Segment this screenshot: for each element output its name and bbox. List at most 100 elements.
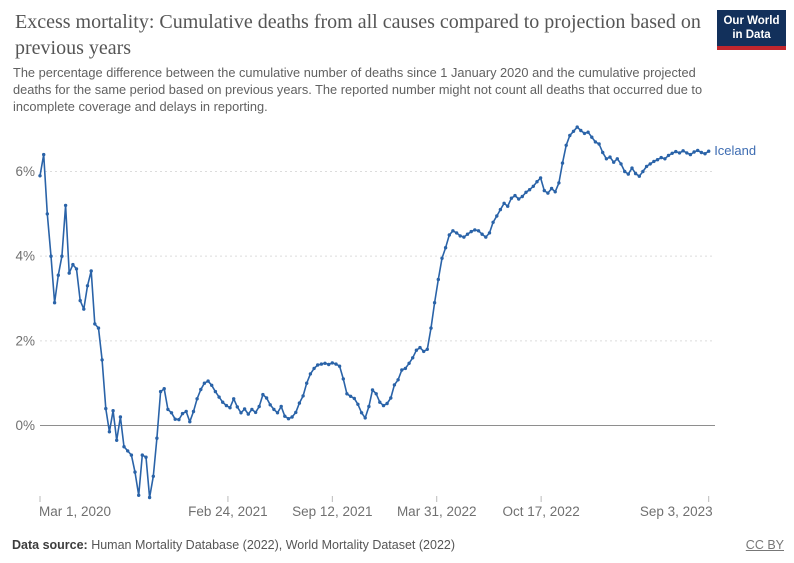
data-point-marker [681, 149, 685, 153]
chart-footer: Data source: Human Mortality Database (2… [12, 537, 784, 553]
data-point-marker [637, 174, 641, 178]
data-point-marker [517, 197, 521, 201]
data-point-marker [674, 149, 678, 154]
data-point-marker [480, 232, 484, 236]
data-point-marker [348, 394, 353, 398]
y-axis-labels: 0% 2% 4% 6% [15, 164, 35, 433]
iceland-series-label: Iceland [714, 143, 756, 158]
data-point-marker [495, 214, 499, 218]
data-point-marker [425, 347, 429, 351]
data-point-marker [699, 150, 704, 155]
data-point-marker [137, 493, 141, 497]
data-point-marker [696, 148, 700, 153]
data-point-marker [396, 378, 400, 382]
data-point-marker [60, 254, 64, 258]
data-point-marker [685, 151, 689, 155]
data-point-marker [85, 284, 90, 288]
data-point-marker [93, 322, 97, 326]
data-point-marker [411, 356, 415, 360]
data-point-marker [473, 228, 477, 232]
data-point-marker [180, 411, 185, 416]
data-point-marker [261, 392, 265, 397]
series-iceland[interactable] [38, 125, 711, 500]
data-point-marker [250, 407, 254, 412]
data-point-marker [630, 166, 634, 170]
data-point-marker [407, 361, 411, 365]
data-point-marker [140, 453, 144, 457]
data-point-marker [42, 152, 46, 157]
data-point-marker [579, 128, 583, 133]
data-point-marker [210, 383, 214, 387]
data-point-marker [670, 151, 674, 155]
owid-logo[interactable]: Our World in Data [717, 10, 786, 50]
data-point-marker [568, 133, 572, 138]
y-tick-label: 6% [15, 164, 35, 179]
data-point-marker [707, 149, 711, 153]
data-point-marker [319, 362, 324, 366]
data-point-marker [268, 403, 272, 407]
data-point-marker [169, 411, 174, 415]
data-point-marker [615, 157, 619, 161]
data-point-marker [359, 411, 364, 415]
data-point-marker [56, 273, 60, 277]
data-point-marker [217, 395, 221, 399]
data-point-marker [301, 394, 305, 398]
data-point-marker [666, 153, 671, 158]
data-point-marker [188, 420, 192, 424]
data-point-marker [623, 169, 627, 174]
data-point-marker [352, 396, 356, 401]
data-point-marker [232, 397, 236, 401]
data-point-marker [381, 403, 386, 408]
chart-subtitle: The percentage difference between the cu… [13, 65, 703, 114]
data-point-marker [582, 131, 587, 136]
data-point-marker [641, 169, 645, 174]
data-point-marker [374, 392, 378, 396]
data-source-label: Data source: [12, 538, 88, 552]
data-point-marker [491, 220, 495, 224]
data-point-marker [619, 162, 623, 166]
data-point-marker [71, 262, 75, 267]
data-point-marker [389, 396, 393, 400]
data-point-marker [465, 232, 470, 236]
data-point-marker [538, 176, 543, 180]
data-point-marker [195, 397, 199, 401]
data-point-marker [147, 495, 152, 500]
data-point-marker [213, 389, 218, 394]
data-point-marker [553, 190, 557, 194]
data-point-marker [272, 407, 276, 412]
data-point-marker [367, 404, 371, 409]
data-point-marker [597, 142, 601, 146]
license-link[interactable]: CC BY [745, 538, 784, 552]
data-point-marker [549, 186, 554, 191]
data-point-marker [45, 212, 49, 216]
data-point-marker [560, 161, 565, 165]
page-title: Excess mortality: Cumulative deaths from… [15, 11, 701, 59]
x-tick-label: Feb 24, 2021 [188, 504, 268, 519]
data-point-marker [118, 415, 123, 419]
data-point-marker [612, 160, 616, 164]
data-point-marker [158, 389, 163, 394]
data-point-marker [392, 383, 397, 387]
data-point-marker [345, 392, 349, 396]
data-point-marker [246, 412, 250, 416]
data-point-marker [312, 366, 316, 371]
data-point-marker [74, 267, 79, 271]
data-point-marker [531, 184, 535, 188]
data-point-marker [571, 129, 576, 133]
data-source-note: Data source: Human Mortality Database (2… [12, 537, 455, 553]
data-source-text: Human Mortality Database (2022), World M… [87, 538, 456, 552]
data-point-marker [414, 348, 419, 352]
data-point-marker [122, 445, 126, 449]
data-point-marker [63, 203, 68, 208]
y-tick-label: 2% [15, 333, 35, 348]
data-point-marker [513, 193, 517, 198]
data-point-marker [378, 400, 382, 404]
owid-logo-line1: Our World [723, 15, 780, 27]
data-point-marker [604, 157, 609, 161]
data-point-marker [432, 301, 437, 305]
data-point-marker [440, 256, 444, 260]
data-point-marker [67, 271, 71, 275]
data-point-marker [297, 401, 302, 405]
data-point-marker [235, 405, 239, 409]
data-point-marker [436, 277, 440, 282]
